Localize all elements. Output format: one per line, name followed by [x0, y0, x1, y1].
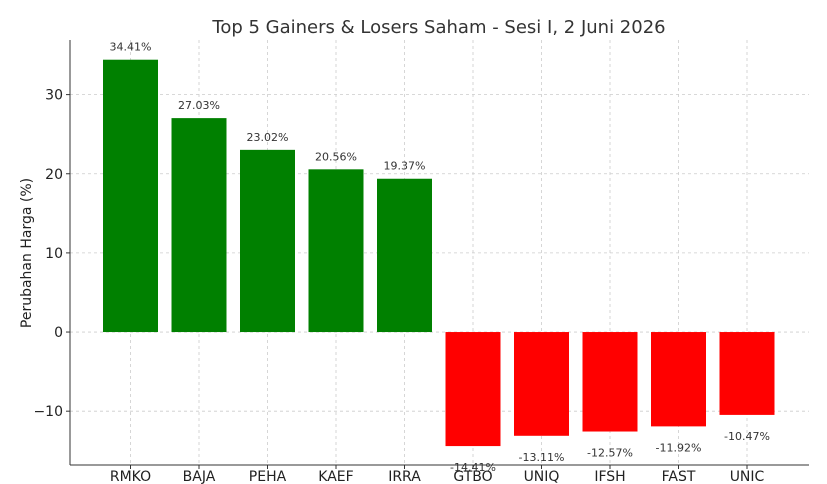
x-tick-label: BAJA	[183, 469, 216, 484]
chart-title: Top 5 Gainers & Losers Saham - Sesi I, 2…	[211, 17, 665, 38]
data-label: 23.02%	[247, 131, 289, 144]
data-label: -11.92%	[656, 441, 702, 454]
bar-baja	[171, 118, 227, 333]
y-tick-label: 20	[45, 167, 63, 183]
x-tick-label: IFSH	[594, 469, 625, 484]
bar-rmko	[103, 59, 158, 333]
y-tick-label: −10	[33, 404, 63, 420]
bar-uniq	[514, 332, 569, 436]
data-label: -12.57%	[587, 447, 633, 460]
x-tick-label: GTBO	[453, 469, 492, 484]
data-label: 20.56%	[315, 150, 357, 163]
data-label: 19.37%	[384, 160, 426, 173]
bar-irra	[377, 178, 432, 333]
bar-gtbo	[445, 332, 501, 447]
y-tick-labels: −10 0 10 20 30	[33, 88, 70, 420]
bar-unic	[719, 332, 775, 415]
bar-kaef	[308, 169, 364, 333]
data-label: 27.03%	[178, 99, 220, 112]
x-tick-label: KAEF	[318, 469, 353, 484]
bar-fast	[651, 332, 706, 427]
data-label: 34.41%	[110, 41, 152, 54]
x-tick-label: IRRA	[388, 469, 421, 484]
data-label: -13.11%	[519, 451, 565, 464]
x-tick-label: UNIQ	[524, 469, 560, 484]
y-tick-label: 10	[45, 246, 63, 262]
bars	[103, 59, 775, 447]
bar-peha	[240, 149, 295, 333]
data-labels: 34.41%27.03%23.02%20.56%19.37%-14.41%-13…	[110, 41, 770, 474]
x-tick-label: RMKO	[110, 469, 151, 484]
y-axis-label: Perubahan Harga (%)	[19, 178, 35, 328]
y-tick-label: 0	[54, 325, 63, 341]
y-tick-label: 30	[45, 88, 63, 104]
x-tick-label: UNIC	[730, 469, 765, 484]
bar-ifsh	[582, 332, 638, 432]
x-tick-label: PEHA	[249, 469, 287, 484]
data-label: -10.47%	[724, 430, 770, 443]
x-tick-labels: RMKO BAJA PEHA KAEF IRRA GTBO UNIQ IFSH FAST UNIC	[110, 465, 765, 484]
x-tick-label: FAST	[662, 469, 696, 484]
